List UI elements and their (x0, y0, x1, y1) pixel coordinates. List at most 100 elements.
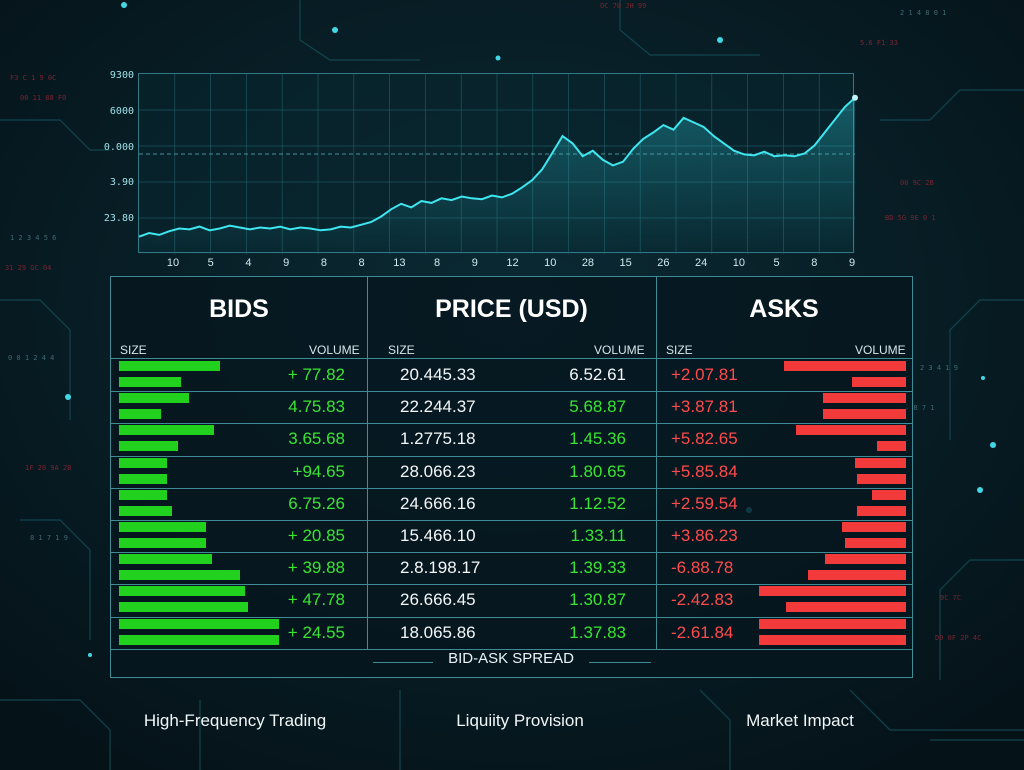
y-tick-label: 3.90 (109, 177, 134, 188)
price-volume: 1.39.33 (569, 558, 626, 578)
y-tick-label: 0.000 (103, 142, 134, 153)
order-row[interactable]: 6.75.26 24.666.16 1.12.52 +2.59.54 (111, 488, 914, 520)
svg-text:BD 5G 9E 0 1: BD 5G 9E 0 1 (885, 214, 936, 222)
bid-depth-bar (119, 522, 207, 532)
x-tick-label: 8 (358, 257, 365, 269)
x-tick-label: 8 (433, 257, 441, 269)
svg-text:2 3 4 1 9: 2 3 4 1 9 (920, 364, 958, 372)
footer-caption-hft: High-Frequency Trading (143, 711, 327, 730)
bid-depth-bar (119, 602, 249, 613)
bid-depth-bar (119, 457, 167, 468)
order-row[interactable]: + 20.85 15.466.10 1.33.11 +3.86.23 (111, 520, 914, 552)
bid-depth-bar (119, 538, 207, 548)
price-chart-svg (138, 74, 858, 254)
spread-line-left (373, 662, 433, 663)
price-point-latest (852, 94, 858, 101)
ask-depth-bar (852, 377, 906, 387)
bid-depth-bar (119, 505, 173, 516)
footer-caption-liquidity: Liquiity Provision (456, 711, 584, 730)
price-value: 18.065.86 (400, 622, 476, 642)
ask-depth-bar (871, 489, 906, 500)
x-tick-label: 15 (619, 257, 632, 269)
ask-depth-bar (759, 586, 906, 597)
ask-depth-bar (842, 522, 906, 532)
ask-depth-bar (857, 473, 906, 484)
order-row[interactable]: + 39.88 2.8.198.17 1.39.33 -6.88.78 (111, 552, 914, 584)
svg-text:8 1 7 1 9: 8 1 7 1 9 (30, 534, 68, 542)
order-row[interactable]: 3.65.68 1.2775.18 1.45.36 +5.82.65 (111, 423, 914, 455)
x-tick-label: 12 (506, 257, 519, 269)
price-area-fill (139, 97, 855, 254)
bid-volume: 4.75.83 (288, 397, 345, 417)
bid-depth-bar (119, 554, 212, 565)
ask-depth-bar (876, 441, 906, 452)
price-volume: 1.80.65 (569, 461, 626, 481)
order-book: BIDS PRICE (USD) ASKS SIZE VOLUME SIZE V… (110, 276, 913, 678)
price-series-line (138, 96, 856, 238)
bid-depth-bar (119, 361, 221, 371)
price-volume: 1.37.83 (569, 622, 626, 642)
x-tick-label: 4 (245, 257, 252, 269)
ask-depth-bar (822, 393, 906, 404)
svg-text:F3 C 1 9 0C: F3 C 1 9 0C (10, 74, 56, 82)
bid-volume: + 24.55 (287, 622, 345, 642)
bid-depth-bar (119, 441, 178, 452)
header-divider (111, 358, 912, 359)
ask-depth-bar (822, 409, 906, 420)
order-row[interactable]: 4.75.83 22.244.37 5.68.87 +3.87.81 (111, 391, 914, 423)
price-title: PRICE (USD) (435, 295, 588, 323)
price-chart (138, 73, 858, 254)
ask-volume: -2.42.83 (671, 590, 734, 610)
bid-volume: + 39.88 (287, 558, 345, 578)
x-tick-label: 8 (811, 257, 818, 269)
x-tick-label: 13 (393, 257, 406, 269)
bid-depth-bar (119, 377, 181, 387)
row-divider (111, 520, 912, 521)
ask-volume: +5.85.84 (671, 461, 738, 481)
column-divider (656, 277, 657, 649)
x-tick-label: 10 (166, 257, 180, 269)
row-divider (111, 391, 912, 393)
x-tick-label: 9 (848, 257, 856, 269)
bid-volume: + 20.85 (287, 526, 345, 545)
bids-volume-header: VOLUME (309, 343, 360, 357)
bids-title: BIDS (209, 295, 269, 323)
bid-depth-bar (119, 634, 279, 645)
svg-text:2 1 4 8 0 1: 2 1 4 8 0 1 (900, 9, 946, 17)
order-row[interactable]: +94.65 28.066.23 1.80.65 +5.85.84 (111, 456, 914, 488)
ask-volume: +3.86.23 (671, 526, 738, 545)
y-tick-label: 23.80 (103, 213, 134, 224)
price-value: 20.445.33 (400, 365, 476, 384)
bid-ask-spread-label: BID-ASK SPREAD (448, 650, 574, 667)
row-divider (111, 648, 912, 650)
ask-depth-bar (783, 361, 906, 371)
ask-volume: +3.87.81 (671, 397, 738, 417)
x-tick-label: 10 (544, 257, 557, 269)
ask-depth-bar (825, 554, 906, 565)
spread-line-right (589, 662, 651, 663)
ask-depth-bar (854, 457, 906, 468)
row-divider (111, 455, 912, 457)
ask-depth-bar (808, 570, 906, 581)
order-row[interactable]: + 47.78 26.666.45 1.30.87 -2.42.83 (111, 584, 914, 616)
price-volume: 1.45.36 (569, 429, 626, 449)
svg-text:9C 7C: 9C 7C (940, 594, 961, 602)
price-value: 2.8.198.17 (400, 558, 481, 578)
price-volume: 5.68.87 (569, 397, 626, 417)
ask-volume: +2.07.81 (671, 365, 738, 384)
price-value: 28.066.23 (400, 461, 476, 481)
bid-depth-bar (119, 586, 246, 597)
bid-depth-bar (119, 409, 162, 420)
order-row[interactable]: + 77.82 20.445.33 6.52.61 +2.07.81 (111, 359, 914, 391)
svg-text:4 8 7 1: 4 8 7 1 (905, 404, 935, 412)
ask-volume: -6.88.78 (671, 558, 734, 578)
bids-size-header: SIZE (120, 343, 147, 357)
x-tick-label: 24 (694, 257, 708, 269)
price-size-header: SIZE (388, 343, 415, 357)
bid-volume: + 47.78 (287, 590, 345, 610)
ask-depth-bar (785, 602, 906, 613)
x-tick-label: 5 (207, 257, 214, 269)
svg-text:31 29 GC 04: 31 29 GC 04 (5, 264, 51, 272)
bid-depth-bar (119, 473, 167, 484)
order-row[interactable]: + 24.55 18.065.86 1.37.83 -2.61.84 (111, 617, 914, 649)
